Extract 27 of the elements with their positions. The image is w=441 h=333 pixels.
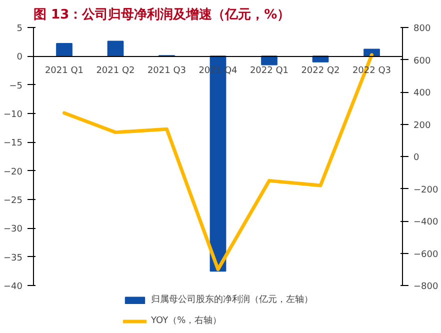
y2-tick-label: 400 — [414, 88, 431, 98]
y2-tick-label: 800 — [414, 24, 431, 34]
y2-tick-label: 200 — [414, 120, 431, 131]
legend-label: YOY（%，右轴） — [151, 314, 222, 327]
y-tick-label: −30 — [4, 224, 23, 235]
y2-tick-label: 600 — [414, 56, 431, 66]
x-tick-label: 2021 Q3 — [147, 66, 186, 76]
x-tick-label: 2022 Q2 — [301, 66, 340, 76]
y-tick-label: −35 — [4, 253, 23, 264]
y2-tick-label: 0 — [414, 153, 420, 163]
x-tick-label: 2021 Q1 — [44, 66, 84, 76]
y-tick-label: −15 — [4, 138, 23, 149]
chart-title: 图 13：公司归母净利润及增速（亿元，%） — [34, 6, 290, 22]
y2-tick-label: −600 — [414, 250, 438, 260]
y-tick-label: −40 — [4, 282, 23, 292]
y-tick-label: 0 — [16, 52, 23, 63]
y-tick-label: −10 — [4, 110, 23, 120]
y2-tick-label: −800 — [414, 282, 438, 292]
x-tick-label: 2022 Q1 — [250, 66, 289, 76]
legend-label: 归属母公司股东的净利润（亿元，左轴） — [151, 294, 313, 306]
y-tick-label: 5 — [16, 24, 23, 34]
x-tick-label: 2021 Q2 — [96, 66, 135, 76]
y-tick-label: −25 — [4, 196, 23, 206]
y2-tick-label: −200 — [414, 185, 438, 196]
y-tick-label: −20 — [4, 167, 23, 178]
y2-tick-label: −400 — [414, 218, 438, 228]
y-tick-label: −5 — [9, 81, 23, 92]
